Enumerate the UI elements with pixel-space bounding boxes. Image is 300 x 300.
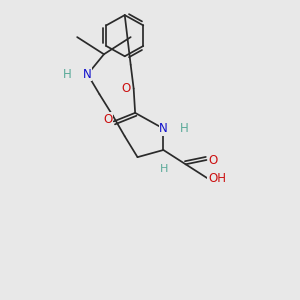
Text: H: H [160, 164, 169, 174]
Text: H: H [62, 68, 71, 81]
Text: H: H [180, 122, 189, 135]
Text: O: O [208, 154, 217, 166]
Text: O: O [103, 112, 112, 126]
Text: OH: OH [208, 172, 226, 185]
Text: O: O [122, 82, 131, 95]
Text: N: N [159, 122, 168, 135]
Text: N: N [83, 68, 92, 81]
